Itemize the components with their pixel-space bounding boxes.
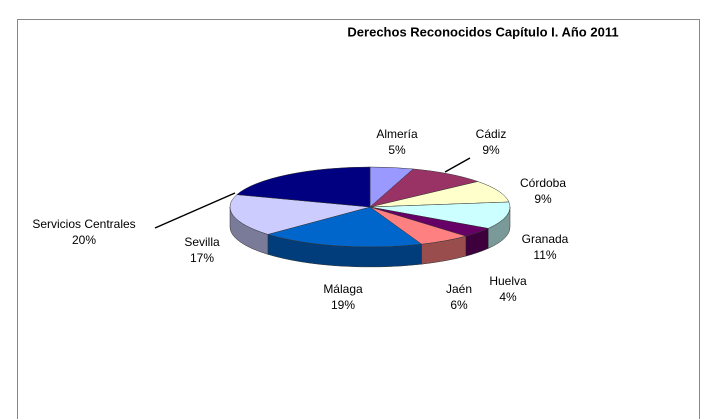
slice [236,166,371,208]
leader-line [444,157,471,173]
data-label-value: 20% [72,233,96,247]
data-label-name: Cádiz [476,127,507,141]
data-label-name: Huelva [489,274,527,288]
data-label-name: Almería [376,127,418,141]
data-label-name: Córdoba [520,176,566,190]
slice [369,168,479,208]
slice [267,206,423,248]
data-label-value: 9% [534,192,552,206]
data-label-name: Sevilla [184,235,220,249]
leader-line [154,192,236,229]
data-label-value: 17% [190,251,214,265]
data-label-value: 6% [450,298,468,312]
data-label-value: 11% [533,248,556,262]
slice [369,201,511,229]
chart-title: Derechos Reconocidos Capítulo I. Año 201… [347,24,618,39]
data-label-value: 5% [388,143,406,157]
data-label-name: Granada [522,232,569,246]
data-label-name: Jaén [446,282,472,296]
slice [369,181,510,208]
data-label-value: 19% [331,298,355,312]
data-label-name: Málaga [323,282,363,296]
data-label-value: 4% [499,290,517,304]
data-label-name: Servicios Centrales [32,217,135,231]
slice [229,194,371,235]
data-label-value: 9% [482,143,500,157]
